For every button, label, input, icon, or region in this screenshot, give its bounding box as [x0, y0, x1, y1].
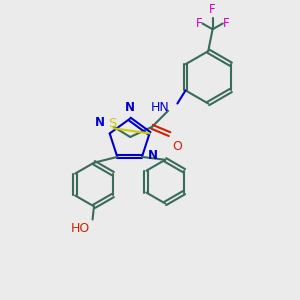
Text: F: F: [209, 3, 216, 16]
Text: F: F: [222, 17, 229, 30]
Text: HN: HN: [151, 101, 170, 114]
Text: N: N: [125, 101, 135, 114]
Text: HO: HO: [71, 222, 90, 236]
Text: F: F: [196, 17, 203, 30]
Text: N: N: [95, 116, 105, 129]
Text: S: S: [108, 117, 116, 130]
Text: O: O: [172, 140, 182, 153]
Text: N: N: [148, 149, 158, 162]
